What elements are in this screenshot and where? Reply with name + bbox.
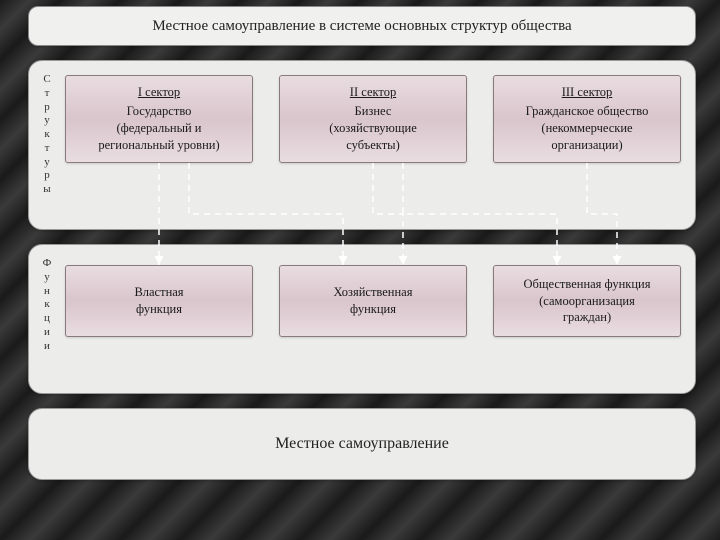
title-bar: Местное самоуправление в системе основны…	[28, 6, 696, 46]
sector-1-box: I сектор Государство (федеральный и реги…	[65, 75, 253, 163]
function-3-box: Общественная функция (самоорганизация гр…	[493, 265, 681, 337]
function-2-line: функция	[350, 301, 396, 318]
function-1-line: Властная	[134, 284, 183, 301]
panel-structures: Структуры I сектор Государство (федераль…	[28, 60, 696, 230]
sector-1-title: I сектор	[138, 84, 180, 101]
sector-3-line: организации)	[551, 137, 622, 154]
sector-2-line: Бизнес	[355, 103, 392, 120]
side-label-structures: Структуры	[39, 73, 55, 217]
panel-functions: Функции Властная функция Хозяйственная ф…	[28, 244, 696, 394]
sector-3-box: III сектор Гражданское общество (некомме…	[493, 75, 681, 163]
function-1-box: Властная функция	[65, 265, 253, 337]
sector-2-box: II сектор Бизнес (хозяйствующие субъекты…	[279, 75, 467, 163]
sector-1-line: региональный уровни)	[98, 137, 219, 154]
sector-3-title: III сектор	[562, 84, 613, 101]
sector-2-line: субъекты)	[346, 137, 399, 154]
function-2-box: Хозяйственная функция	[279, 265, 467, 337]
sector-3-line: Гражданское общество	[526, 103, 649, 120]
function-2-line: Хозяйственная	[334, 284, 413, 301]
panel-bottom: Местное самоуправление	[28, 408, 696, 480]
sector-3-line: (некоммерческие	[541, 120, 632, 137]
sector-1-line: (федеральный и	[117, 120, 202, 137]
bottom-text: Местное самоуправление	[43, 423, 681, 465]
side-label-functions: Функции	[39, 257, 55, 381]
functions-row: Властная функция Хозяйственная функция О…	[65, 259, 681, 379]
structures-row: I сектор Государство (федеральный и реги…	[65, 75, 681, 215]
function-3-line: (самоорганизация	[539, 293, 635, 310]
function-3-line: граждан)	[563, 309, 611, 326]
function-3-line: Общественная функция	[524, 276, 651, 293]
sector-2-line: (хозяйствующие	[329, 120, 417, 137]
slide: Местное самоуправление в системе основны…	[28, 6, 696, 534]
sector-1-line: Государство	[127, 103, 192, 120]
function-1-line: функция	[136, 301, 182, 318]
page-title: Местное самоуправление в системе основны…	[152, 18, 571, 35]
sector-2-title: II сектор	[350, 84, 396, 101]
